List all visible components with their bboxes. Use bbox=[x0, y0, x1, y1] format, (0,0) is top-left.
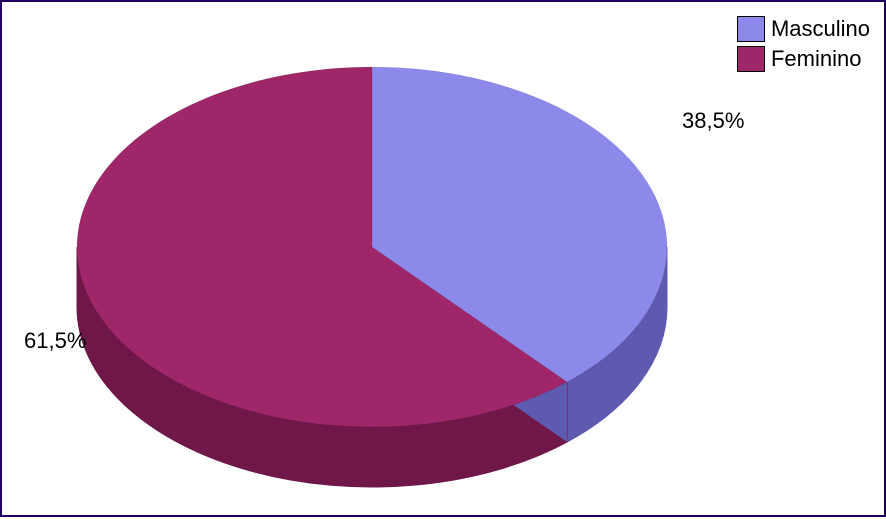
legend-swatch-feminino bbox=[737, 46, 765, 72]
legend-label-feminino: Feminino bbox=[771, 46, 861, 72]
legend-item-feminino: Feminino bbox=[737, 46, 870, 72]
legend-label-masculino: Masculino bbox=[771, 16, 870, 42]
pie-chart bbox=[2, 2, 886, 519]
legend: Masculino Feminino bbox=[737, 16, 870, 76]
legend-item-masculino: Masculino bbox=[737, 16, 870, 42]
chart-frame: 38,5% 61,5% Masculino Feminino bbox=[0, 0, 886, 517]
slice-label-feminino: 61,5% bbox=[24, 328, 86, 354]
legend-swatch-masculino bbox=[737, 16, 765, 42]
slice-label-masculino: 38,5% bbox=[682, 108, 744, 134]
